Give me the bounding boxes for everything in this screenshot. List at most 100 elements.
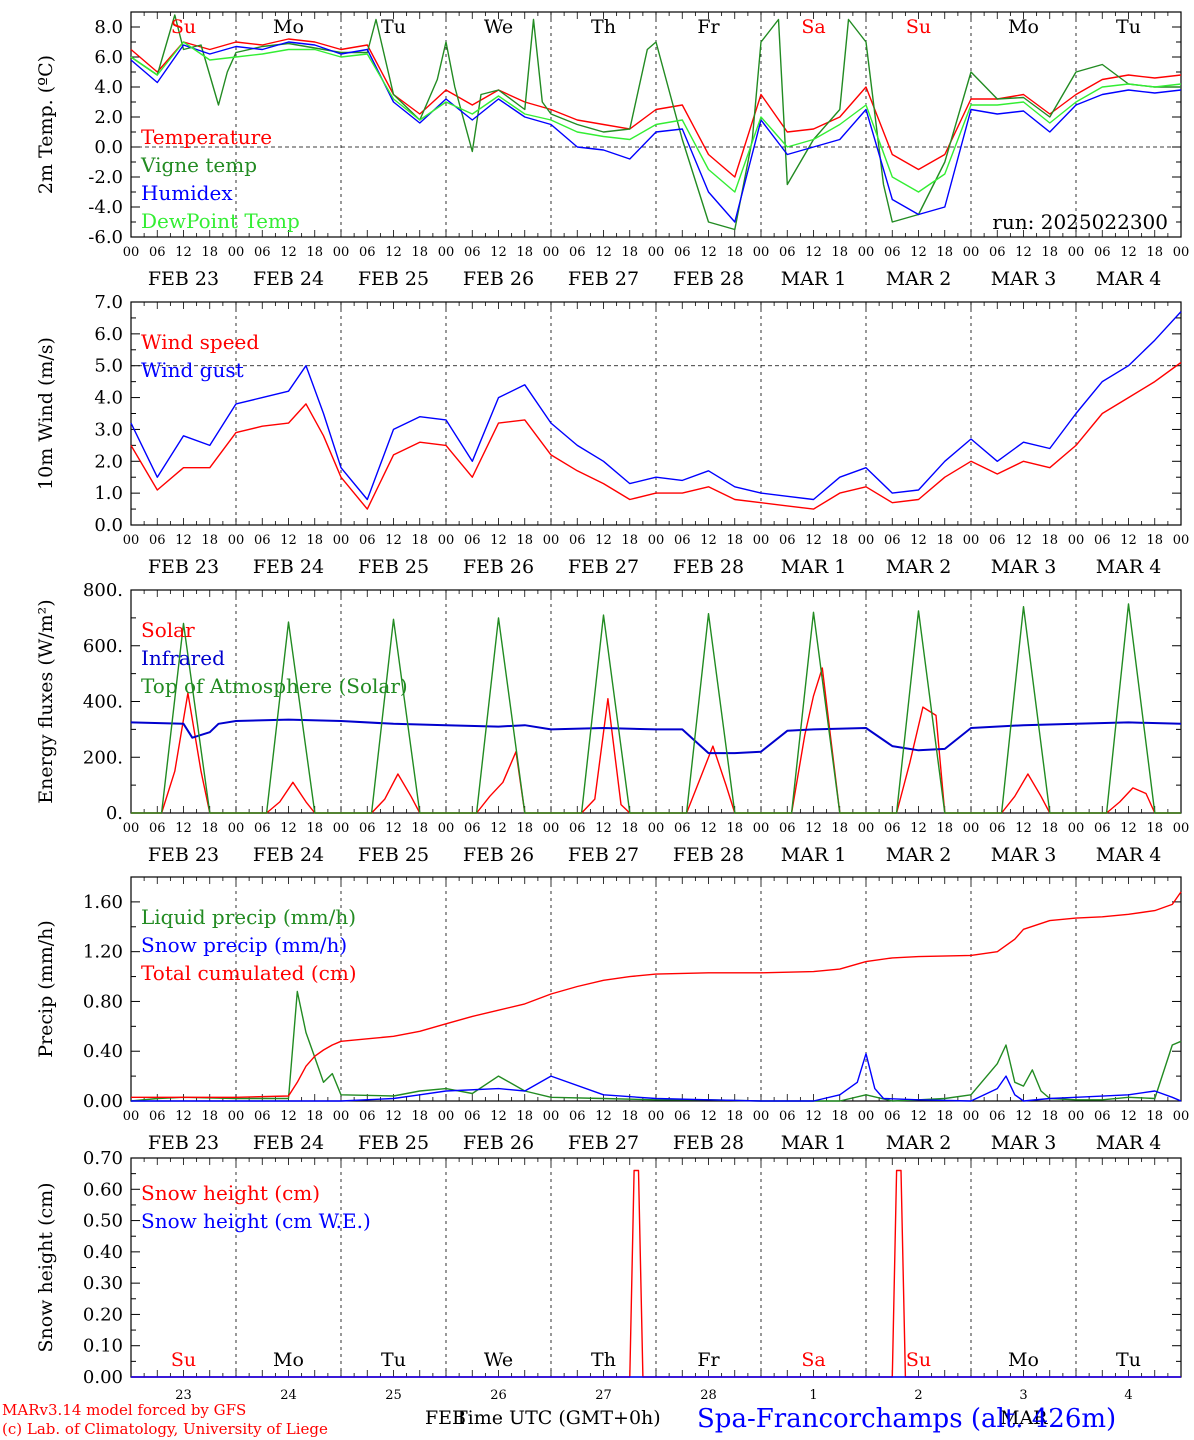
run-label: run: 2025022300 xyxy=(992,210,1168,234)
hour-label: 12 xyxy=(910,245,927,260)
day-number: 26 xyxy=(490,1388,507,1403)
hour-label: 18 xyxy=(411,533,428,548)
legend-entry: Snow height (cm) xyxy=(141,1181,320,1205)
y-tick-label: 0.20 xyxy=(83,1304,123,1325)
hour-label: 06 xyxy=(1094,533,1111,548)
hour-label: 18 xyxy=(201,821,218,836)
hour-label: 12 xyxy=(595,533,612,548)
hour-label: 12 xyxy=(175,821,192,836)
y-tick-label: 4.0 xyxy=(94,388,123,409)
day-name: Sa xyxy=(801,16,825,38)
y-tick-label: 0.0 xyxy=(94,515,123,536)
y-tick-label: 800. xyxy=(83,580,123,601)
y-tick-label: 0.00 xyxy=(83,1091,123,1112)
hour-label: 12 xyxy=(805,245,822,260)
hour-label: 06 xyxy=(674,245,691,260)
hour-label: 06 xyxy=(359,821,376,836)
hour-label: 12 xyxy=(1015,245,1032,260)
hour-label: 18 xyxy=(306,533,323,548)
y-tick-label: -2.0 xyxy=(88,167,123,188)
hour-label: 00 xyxy=(963,533,980,548)
day-name: Su xyxy=(906,1349,931,1371)
y-tick-label: 8.0 xyxy=(94,17,123,38)
hour-label: 00 xyxy=(438,1109,455,1124)
hour-label: 12 xyxy=(490,1109,507,1124)
hour-label: 12 xyxy=(700,821,717,836)
date-label: MAR 4 xyxy=(1096,1132,1162,1154)
hour-label: 00 xyxy=(228,1109,245,1124)
hour-label: 06 xyxy=(779,245,796,260)
y-tick-label: -4.0 xyxy=(88,197,123,218)
hour-label: 00 xyxy=(648,1109,665,1124)
hour-label: 00 xyxy=(1173,245,1190,260)
hour-label: 12 xyxy=(280,821,297,836)
hour-label: 06 xyxy=(149,245,166,260)
hour-label: 06 xyxy=(1094,1109,1111,1124)
hour-label: 18 xyxy=(1041,245,1058,260)
y-tick-label: 0.70 xyxy=(83,1148,123,1169)
y-tick-label: 1.60 xyxy=(83,892,123,913)
date-label: MAR 2 xyxy=(886,1132,952,1154)
hour-label: 18 xyxy=(726,533,743,548)
day-name: Fr xyxy=(697,16,720,38)
series-line xyxy=(131,603,1181,814)
y-tick-label: -6.0 xyxy=(88,227,123,248)
y-tick-label: 1.20 xyxy=(83,942,123,963)
date-label: FEB 25 xyxy=(358,268,429,290)
day-name: Mo xyxy=(273,1349,304,1371)
hour-label: 18 xyxy=(1146,1109,1163,1124)
y-tick-label: 5.0 xyxy=(94,356,123,377)
hour-label: 00 xyxy=(123,245,140,260)
hour-label: 00 xyxy=(333,245,350,260)
hour-label: 12 xyxy=(1015,1109,1032,1124)
hour-label: 06 xyxy=(1094,821,1111,836)
hour-label: 00 xyxy=(1068,1109,1085,1124)
y-tick-label: 2.0 xyxy=(94,451,123,472)
hour-label: 12 xyxy=(490,533,507,548)
day-name: We xyxy=(484,16,513,38)
y-tick-label: 0.60 xyxy=(83,1179,123,1200)
y-axis-label: 10m Wind (m/s) xyxy=(35,337,57,490)
hour-label: 12 xyxy=(1015,821,1032,836)
date-label: FEB 28 xyxy=(673,556,744,578)
hour-label: 18 xyxy=(516,533,533,548)
hour-label: 06 xyxy=(254,821,271,836)
hour-label: 00 xyxy=(1068,533,1085,548)
day-name: Tu xyxy=(381,16,406,38)
y-tick-label: 0.50 xyxy=(83,1211,123,1232)
date-label: FEB 23 xyxy=(148,556,219,578)
hour-label: 00 xyxy=(1173,1109,1190,1124)
date-label: MAR 4 xyxy=(1096,844,1162,866)
legend-entry: Temperature xyxy=(141,125,272,149)
date-label: FEB 26 xyxy=(463,556,534,578)
series-line xyxy=(130,41,1182,223)
hour-label: 18 xyxy=(1146,533,1163,548)
hour-label: 06 xyxy=(569,533,586,548)
date-label: FEB 24 xyxy=(253,1132,324,1154)
hour-label: 06 xyxy=(779,821,796,836)
hour-label: 18 xyxy=(1041,821,1058,836)
hour-label: 18 xyxy=(1146,821,1163,836)
hour-label: 06 xyxy=(464,533,481,548)
hour-label: 00 xyxy=(438,821,455,836)
panel-4: 0.00 0.40 0.80 1.20 1.60 Precip (mm/h) Liquid … xyxy=(35,876,1190,1154)
series-line xyxy=(130,361,1182,510)
hour-label: 00 xyxy=(648,533,665,548)
day-name: Su xyxy=(906,16,931,38)
hour-label: 06 xyxy=(989,245,1006,260)
hour-label: 06 xyxy=(359,533,376,548)
hour-label: 06 xyxy=(569,245,586,260)
hour-label: 00 xyxy=(543,1109,560,1124)
hour-label: 12 xyxy=(1120,533,1137,548)
hour-label: 12 xyxy=(805,821,822,836)
date-label: MAR 3 xyxy=(991,556,1057,578)
y-axis-label: 2m Temp. (ºC) xyxy=(35,55,57,194)
hour-label: 12 xyxy=(490,245,507,260)
date-label: FEB 27 xyxy=(568,268,639,290)
date-label: MAR 2 xyxy=(886,844,952,866)
hour-label: 18 xyxy=(621,533,638,548)
hour-label: 00 xyxy=(753,821,770,836)
hour-label: 12 xyxy=(490,821,507,836)
hour-label: 06 xyxy=(464,821,481,836)
